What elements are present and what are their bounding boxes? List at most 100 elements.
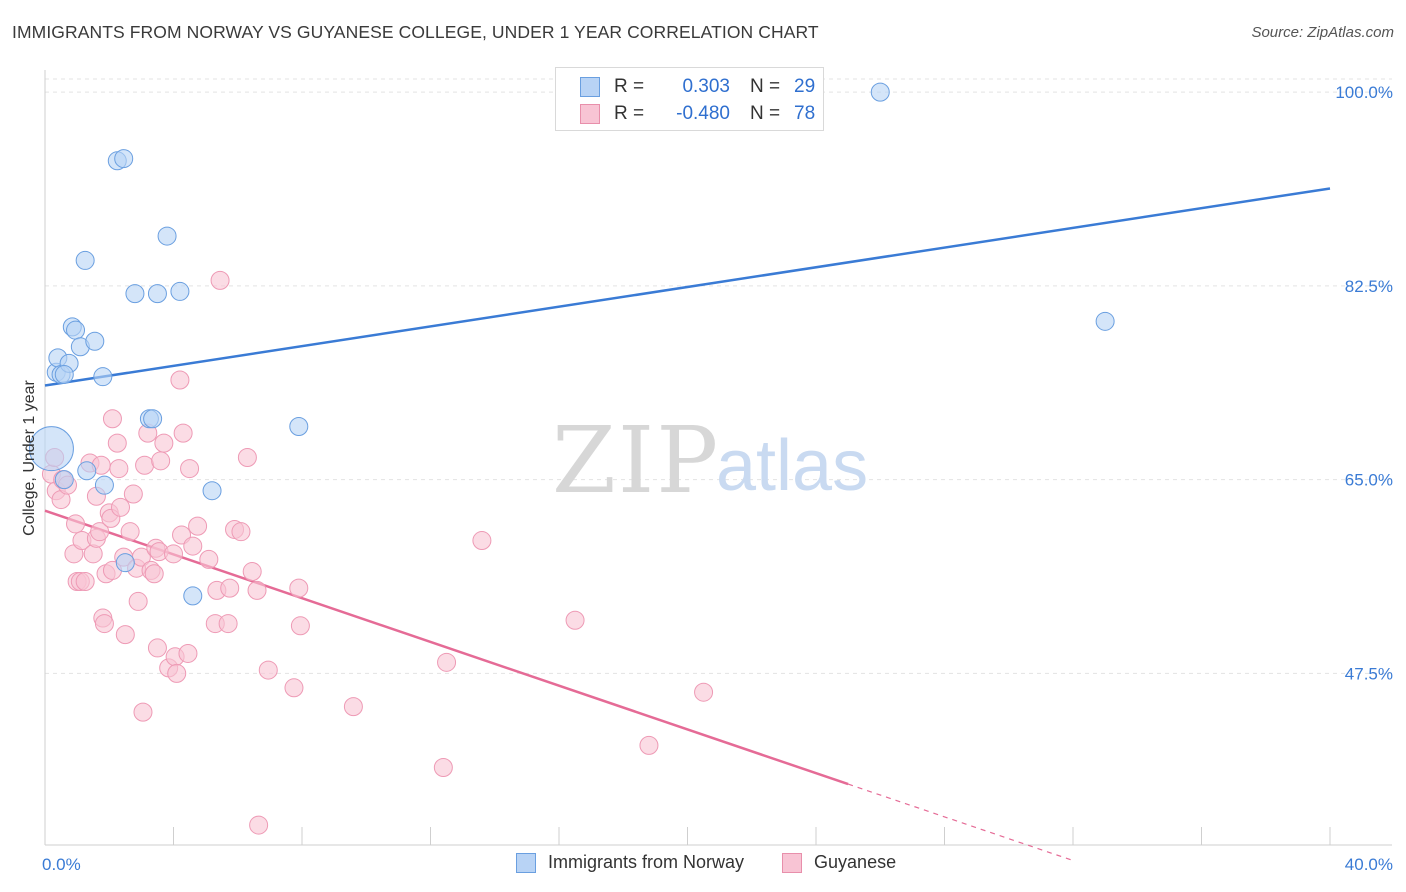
guyanese-point [120,522,140,542]
guyanese-point [231,522,251,542]
legend-item-norway[interactable]: Immigrants from Norway [516,852,744,873]
guyanese-point [164,544,183,564]
guyanese-point [115,625,135,645]
guyanese-point [258,660,278,680]
norway-point [77,461,97,481]
norway-point [870,82,890,102]
guyanese-point [237,448,257,467]
source-label: Source: ZipAtlas.com [1251,24,1394,41]
guyanese-point [210,270,230,290]
guyanese-point [123,484,143,504]
norway-point [54,470,74,490]
norway-point [147,284,167,304]
guyanese-point [565,610,585,630]
guyanese-point [110,497,130,517]
watermark-atlas: atlas [716,426,868,506]
guyanese-point [167,663,187,683]
x-tick-label: 0.0% [42,855,81,874]
norway-point [125,284,145,304]
guyanese-point [343,697,363,717]
legend-item-guyanese[interactable]: Guyanese [782,852,896,873]
guyanese-point [94,614,114,634]
norway-point [54,364,74,384]
guyanese-point [135,455,155,475]
guyanese-point [109,459,129,479]
norway-swatch [580,77,600,97]
guyanese-point [75,572,95,591]
guyanese-point [154,433,174,453]
r-value-guyanese: -0.480 [676,103,730,124]
y-tick-label: 65.0% [1345,471,1393,490]
guyanese-point [433,758,453,777]
series-legend: Immigrants from Norway Guyanese [516,852,934,873]
norway-point [115,553,135,573]
norway-point [85,331,105,351]
guyanese-point [249,815,269,835]
y-axis-label: College, Under 1 year [21,380,38,536]
norway-point [143,409,163,429]
guyanese-point [178,643,198,663]
guyanese-point [220,578,240,598]
guyanese-point [107,433,127,453]
norway-point [289,417,309,436]
guyanese-point [284,678,304,698]
guyanese-point [199,549,219,569]
norway-point [93,367,113,387]
guyanese-point [170,370,190,390]
guyanese-point [147,638,167,658]
stats-legend: R = 0.303 N = 29 R = -0.480 N = 78 [555,67,824,131]
guyanese-point [133,702,153,722]
y-tick-label: 100.0% [1335,83,1393,102]
guyanese-point [188,516,208,536]
n-label: N = [750,76,781,97]
guyanese-point [290,616,310,636]
guyanese-point [90,522,110,542]
norway-point [170,281,190,301]
legend-label-norway: Immigrants from Norway [548,852,745,872]
r-value-norway: 0.303 [682,76,730,97]
norway-point [94,475,114,495]
guyanese-point [694,682,714,702]
norway-point [183,586,203,606]
guyanese-point [151,451,171,471]
norway-point [114,149,134,169]
norway-point [75,250,95,270]
norway-point [157,226,177,246]
guyanese-point [144,564,164,584]
norway-point [66,320,86,340]
guyanese-point [437,652,457,672]
r-label: R = [614,103,645,124]
legend-label-guyanese: Guyanese [814,852,897,872]
n-value-norway: 29 [794,76,816,97]
norway-swatch [516,852,536,873]
legend-row-norway: R = 0.303 N = 29 [580,74,815,100]
guyanese-point [242,562,262,582]
guyanese-point [289,578,309,598]
chart-title: IMMIGRANTS FROM NORWAY VS GUYANESE COLLE… [12,22,819,42]
guyanese-trendline-extension [847,783,1074,862]
guyanese-point [83,544,103,564]
guyanese-swatch [782,852,803,873]
guyanese-point [639,735,659,755]
guyanese-point [247,580,267,600]
r-label: R = [614,76,645,97]
y-tick-label: 82.5% [1345,277,1393,296]
guyanese-point [102,409,122,429]
norway-trendline [44,187,1331,387]
norway-point [202,481,222,501]
guyanese-point [173,423,193,443]
guyanese-point [180,459,200,479]
norway-point [28,426,74,472]
guyanese-point [472,531,492,551]
guyanese-point [128,591,148,611]
guyanese-point [66,514,86,534]
guyanese-swatch [580,104,600,124]
x-tick-label: 40.0% [1345,855,1393,874]
legend-row-guyanese: R = -0.480 N = 78 [580,101,815,127]
norway-point [1095,311,1115,331]
y-tick-label: 47.5% [1345,664,1393,683]
n-value-guyanese: 78 [794,103,816,124]
n-label: N = [750,103,781,124]
watermark-zip: ZIP [552,407,720,514]
